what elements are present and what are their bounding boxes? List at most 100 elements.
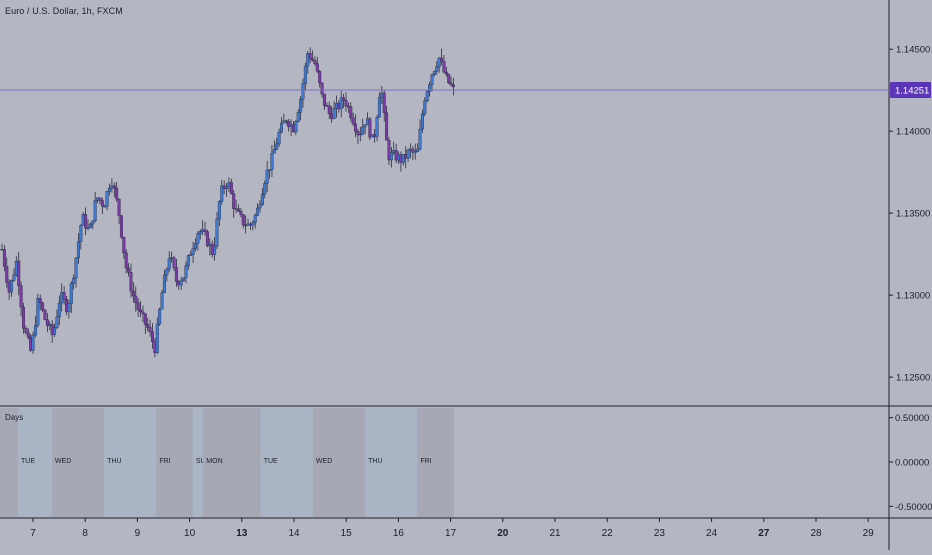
session-tick-label: 0.00000 xyxy=(895,458,929,469)
session-axis: 0.50000 0.00000 -0.50000 xyxy=(889,413,932,513)
candle-body xyxy=(165,268,169,276)
candle-body xyxy=(217,201,221,220)
session-day-label: FRI xyxy=(159,458,170,465)
candle-body xyxy=(172,257,176,268)
candle-body xyxy=(79,225,83,242)
session-day-label: TUE xyxy=(264,458,278,465)
candle-body xyxy=(33,325,37,336)
candle-body xyxy=(358,133,362,136)
candle-body xyxy=(127,267,131,273)
candle-body xyxy=(98,197,102,201)
candle-body xyxy=(315,63,319,72)
candle-body xyxy=(203,229,207,232)
candle-body xyxy=(84,214,88,229)
candle-body xyxy=(193,243,197,249)
candle-body xyxy=(296,112,300,122)
candle-body xyxy=(69,283,73,304)
candle-body xyxy=(272,149,276,154)
candle-body xyxy=(251,222,255,226)
candle-body xyxy=(368,118,372,138)
candle-body xyxy=(53,327,57,335)
candle-body xyxy=(420,113,424,130)
candle-body xyxy=(55,316,59,329)
candle-body xyxy=(174,267,178,282)
date-tick-label: 16 xyxy=(393,528,405,539)
candle-body xyxy=(432,71,436,76)
price-axis: 1.14500 1.14000 1.13500 1.13000 1.12500 xyxy=(889,45,930,384)
session-tick-label: 0.50000 xyxy=(895,413,929,424)
session-day-label: SUN xyxy=(196,458,211,465)
session-band xyxy=(260,408,313,517)
candle-body xyxy=(88,223,92,229)
session-band xyxy=(156,408,193,517)
candle-body xyxy=(72,277,76,284)
candle-body xyxy=(361,126,365,135)
candle-body xyxy=(387,140,391,161)
candle-body xyxy=(5,265,9,283)
session-band xyxy=(417,408,454,517)
current-price-label: 1.14251 xyxy=(895,86,929,97)
date-tick-label: 8 xyxy=(82,528,88,539)
date-tick-label: 7 xyxy=(30,528,36,539)
date-tick-label: 9 xyxy=(135,528,141,539)
candle-body xyxy=(306,53,310,67)
candle-body xyxy=(301,83,305,100)
candle-body xyxy=(143,313,147,325)
candle-body xyxy=(308,53,312,60)
candle-body xyxy=(229,182,233,194)
candle-body xyxy=(91,220,95,225)
candle-body xyxy=(225,186,229,189)
candle-body xyxy=(103,205,107,208)
candle-body xyxy=(342,97,346,101)
session-band xyxy=(51,408,105,517)
candle-body xyxy=(129,272,133,292)
candle-body xyxy=(43,309,47,320)
candle-body xyxy=(100,200,104,207)
chart-title: Euro / U.S. Dollar, 1h, FXCM xyxy=(5,6,123,16)
candle-body xyxy=(268,169,272,171)
candle-body xyxy=(303,65,307,84)
candle-body xyxy=(447,73,451,84)
candle-body xyxy=(332,108,336,119)
indicator-title: Days xyxy=(5,413,24,422)
date-tick-label: 24 xyxy=(706,528,718,539)
price-tick-label: 1.14000 xyxy=(896,127,930,138)
candle-body xyxy=(263,183,267,195)
candle-body xyxy=(344,100,348,107)
candle-body xyxy=(86,227,90,230)
candle-body xyxy=(425,91,429,102)
candle-body xyxy=(444,71,448,75)
candle-body xyxy=(2,249,6,267)
candle-body xyxy=(205,231,209,247)
candle-body xyxy=(215,218,219,247)
candle-body xyxy=(158,309,162,325)
candle-body xyxy=(196,233,200,244)
candle-body xyxy=(260,193,264,206)
candle-body xyxy=(41,302,45,311)
candle-body xyxy=(10,280,14,293)
candle-body xyxy=(38,298,42,304)
date-tick-label: 21 xyxy=(549,528,561,539)
candle-body xyxy=(449,82,453,86)
candle-body xyxy=(239,210,243,215)
candle-body xyxy=(322,93,326,106)
candle-body xyxy=(139,309,143,313)
candle-body xyxy=(430,74,434,85)
candle-body xyxy=(62,292,66,300)
price-tick-label: 1.12500 xyxy=(896,373,930,384)
candle-body xyxy=(74,257,78,279)
candle-body xyxy=(191,248,195,255)
session-tick-label: -0.50000 xyxy=(895,502,932,513)
session-day-label: TUE xyxy=(21,458,35,465)
price-tick-label: 1.13500 xyxy=(896,209,930,220)
candle-body xyxy=(253,215,257,223)
candle-body xyxy=(258,204,262,209)
candle-body xyxy=(275,143,279,150)
candle-body xyxy=(119,215,123,238)
candle-body xyxy=(327,105,331,115)
candle-body xyxy=(375,117,379,137)
date-tick-label: 29 xyxy=(863,528,875,539)
candle-body xyxy=(122,236,126,254)
